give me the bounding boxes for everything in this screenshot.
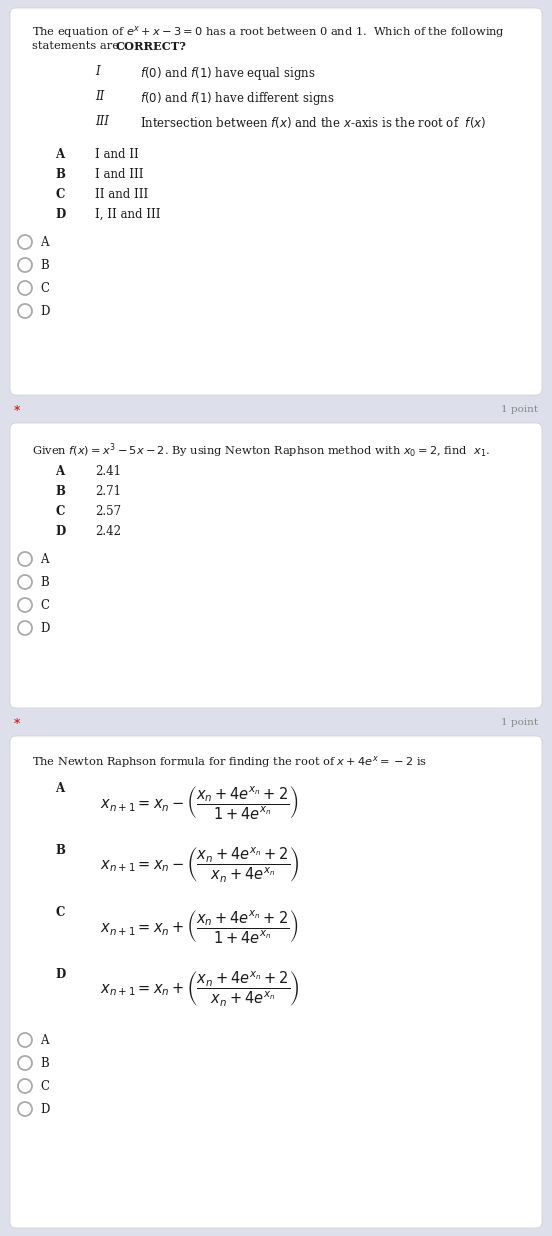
Text: CORRECT?: CORRECT? xyxy=(115,41,186,52)
Text: B: B xyxy=(40,1057,49,1070)
Text: A: A xyxy=(40,552,49,566)
Text: 2.71: 2.71 xyxy=(95,485,121,498)
Text: B: B xyxy=(55,844,65,857)
Text: $f(0)$ and $f(1)$ have different signs: $f(0)$ and $f(1)$ have different signs xyxy=(140,90,335,108)
Text: D: D xyxy=(40,305,49,318)
Text: 2.57: 2.57 xyxy=(95,506,121,518)
Text: $x_{n+1}=x_n+\left(\dfrac{x_n+4e^{x_n}+2}{x_n+4e^{x_n}}\right)$: $x_{n+1}=x_n+\left(\dfrac{x_n+4e^{x_n}+2… xyxy=(100,970,300,1009)
Text: statements are: statements are xyxy=(32,41,123,51)
Text: $x_{n+1}=x_n-\left(\dfrac{x_n+4e^{x_n}+2}{1+4e^{x_n}}\right)$: $x_{n+1}=x_n-\left(\dfrac{x_n+4e^{x_n}+2… xyxy=(100,784,298,821)
Text: Given $f(x)=x^3-5x-2$. By using Newton Raphson method with $x_0=2$, find  $x_1$.: Given $f(x)=x^3-5x-2$. By using Newton R… xyxy=(32,441,490,460)
Text: II and III: II and III xyxy=(95,188,148,201)
Text: C: C xyxy=(40,1080,49,1093)
Text: C: C xyxy=(55,906,65,920)
Text: I, II and III: I, II and III xyxy=(95,208,161,221)
Text: *: * xyxy=(14,405,20,418)
Text: C: C xyxy=(40,599,49,612)
Text: A: A xyxy=(40,1035,49,1047)
Text: D: D xyxy=(55,968,65,981)
Text: I: I xyxy=(95,66,99,78)
Text: A: A xyxy=(55,148,64,161)
Text: B: B xyxy=(40,260,49,272)
Text: I and II: I and II xyxy=(95,148,139,161)
Text: B: B xyxy=(40,576,49,590)
FancyBboxPatch shape xyxy=(10,423,542,708)
Text: $x_{n+1}=x_n+\left(\dfrac{x_n+4e^{x_n}+2}{1+4e^{x_n}}\right)$: $x_{n+1}=x_n+\left(\dfrac{x_n+4e^{x_n}+2… xyxy=(100,908,298,946)
Text: $f(0)$ and $f(1)$ have equal signs: $f(0)$ and $f(1)$ have equal signs xyxy=(140,66,316,82)
Text: I and III: I and III xyxy=(95,168,144,180)
Text: D: D xyxy=(55,525,65,538)
Text: C: C xyxy=(55,188,65,201)
FancyBboxPatch shape xyxy=(10,7,542,396)
Text: 1 point: 1 point xyxy=(501,718,538,727)
Text: III: III xyxy=(95,115,109,129)
Text: $x_{n+1}=x_n-\left(\dfrac{x_n+4e^{x_n}+2}{x_n+4e^{x_n}}\right)$: $x_{n+1}=x_n-\left(\dfrac{x_n+4e^{x_n}+2… xyxy=(100,845,300,885)
Text: Intersection between $f(x)$ and the $x$-axis is the root of  $f(x)$: Intersection between $f(x)$ and the $x$-… xyxy=(140,115,486,130)
Text: *: * xyxy=(14,718,20,730)
Text: C: C xyxy=(40,282,49,295)
Text: 1 point: 1 point xyxy=(501,405,538,414)
Text: The equation of $e^x+x-3=0$ has a root between 0 and 1.  Which of the following: The equation of $e^x+x-3=0$ has a root b… xyxy=(32,23,505,40)
FancyBboxPatch shape xyxy=(10,735,542,1229)
Text: A: A xyxy=(40,236,49,248)
Text: B: B xyxy=(55,168,65,180)
Text: A: A xyxy=(55,782,64,795)
Text: B: B xyxy=(55,485,65,498)
Text: A: A xyxy=(55,465,64,478)
Text: 2.41: 2.41 xyxy=(95,465,121,478)
Text: 2.42: 2.42 xyxy=(95,525,121,538)
Text: D: D xyxy=(40,1103,49,1116)
Text: D: D xyxy=(40,622,49,635)
Text: The Newton Raphson formula for finding the root of $x+4e^x=-2$ is: The Newton Raphson formula for finding t… xyxy=(32,754,427,770)
Text: C: C xyxy=(55,506,65,518)
Text: II: II xyxy=(95,90,104,103)
Text: D: D xyxy=(55,208,65,221)
